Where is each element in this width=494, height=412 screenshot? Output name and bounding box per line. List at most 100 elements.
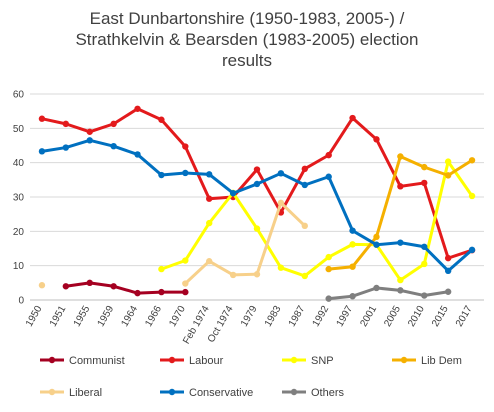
legend-label-liberal: Liberal bbox=[69, 387, 102, 399]
y-tick-label: 10 bbox=[13, 261, 25, 272]
data-point-communist bbox=[86, 279, 93, 287]
data-point-liberal bbox=[253, 271, 261, 278]
data-point-snp bbox=[325, 253, 332, 261]
legend-label-lib-dem: Lib Dem bbox=[421, 355, 462, 367]
legend-marker-snp bbox=[290, 356, 298, 364]
data-point-lib-dem bbox=[397, 153, 404, 160]
data-point-conservative bbox=[373, 241, 380, 248]
data-point-others bbox=[444, 288, 452, 295]
data-point-conservative bbox=[86, 137, 93, 144]
y-tick-label: 30 bbox=[13, 193, 25, 204]
data-point-others bbox=[397, 287, 404, 294]
data-point-labour bbox=[421, 179, 428, 187]
data-point-conservative bbox=[277, 170, 285, 177]
data-point-labour bbox=[134, 105, 141, 112]
data-point-conservative bbox=[349, 227, 356, 234]
x-tick-label: 1987 bbox=[287, 304, 308, 329]
data-point-liberal bbox=[229, 271, 237, 279]
x-tick-label: 1997 bbox=[335, 304, 356, 329]
data-point-others bbox=[325, 295, 332, 302]
data-point-liberal bbox=[206, 258, 213, 265]
x-tick-label: 1955 bbox=[72, 304, 93, 329]
data-point-communist bbox=[110, 283, 117, 290]
chart-title-line-2: Strathkelvin & Bearsden (1983-2005) elec… bbox=[75, 30, 419, 49]
data-point-liberal bbox=[301, 222, 308, 230]
legend-marker-liberal bbox=[48, 388, 56, 396]
data-point-labour bbox=[253, 166, 261, 173]
y-tick-label: 60 bbox=[13, 90, 25, 101]
data-point-snp bbox=[158, 265, 165, 273]
chart-title-line-1: East Dunbartonshire (1950-1983, 2005-) / bbox=[89, 9, 405, 28]
data-point-labour bbox=[444, 254, 452, 262]
data-point-lib-dem bbox=[468, 157, 476, 164]
data-point-snp bbox=[468, 192, 476, 200]
data-point-communist bbox=[182, 288, 189, 296]
legend-marker-communist bbox=[48, 356, 56, 364]
data-point-labour bbox=[182, 143, 189, 150]
y-tick-label: 20 bbox=[13, 227, 25, 238]
x-tick-label: 2017 bbox=[454, 304, 475, 329]
data-point-liberal bbox=[182, 280, 189, 287]
x-tick-label: 2015 bbox=[430, 304, 451, 329]
legend-marker-conservative bbox=[168, 388, 176, 396]
data-point-conservative bbox=[468, 246, 476, 254]
data-point-conservative bbox=[38, 148, 46, 155]
data-point-conservative bbox=[421, 243, 428, 250]
data-point-communist bbox=[62, 283, 70, 290]
data-point-liberal bbox=[38, 282, 46, 289]
legend-label-others: Others bbox=[311, 387, 345, 399]
chart-title: East Dunbartonshire (1950-1983, 2005-) /… bbox=[0, 8, 494, 71]
x-tick-label: 1959 bbox=[96, 304, 117, 329]
data-point-conservative bbox=[134, 151, 141, 158]
x-tick-label: 2005 bbox=[382, 304, 403, 329]
series-line-snp bbox=[160, 160, 474, 282]
data-point-conservative bbox=[229, 190, 237, 197]
data-point-lib-dem bbox=[421, 163, 428, 171]
series-line-others bbox=[328, 286, 449, 301]
data-point-others bbox=[421, 292, 428, 299]
data-point-conservative bbox=[62, 144, 70, 151]
data-point-conservative bbox=[325, 173, 332, 180]
data-point-labour bbox=[38, 115, 46, 122]
x-tick-label: 1970 bbox=[167, 304, 188, 329]
data-point-conservative bbox=[182, 169, 189, 177]
data-point-others bbox=[349, 293, 356, 300]
legend-marker-lib-dem bbox=[400, 356, 408, 364]
data-point-snp bbox=[301, 272, 308, 280]
legend-marker-others bbox=[290, 388, 298, 396]
data-point-conservative bbox=[158, 171, 165, 179]
data-point-lib-dem bbox=[325, 265, 332, 273]
legend-label-labour: Labour bbox=[189, 355, 224, 367]
x-tick-label: 1992 bbox=[311, 304, 332, 329]
data-point-labour bbox=[206, 195, 213, 202]
legend-label-conservative: Conservative bbox=[189, 387, 253, 399]
data-point-snp bbox=[397, 276, 404, 284]
x-tick-label: 1966 bbox=[143, 304, 164, 329]
data-point-communist bbox=[134, 289, 141, 297]
data-point-conservative bbox=[301, 181, 308, 189]
x-tick-label: 1979 bbox=[239, 304, 260, 329]
x-tick-label: 1964 bbox=[119, 304, 140, 329]
x-tick-label: 2001 bbox=[358, 304, 379, 329]
y-tick-label: 50 bbox=[13, 124, 25, 135]
data-point-labour bbox=[301, 165, 308, 173]
data-point-snp bbox=[349, 241, 356, 248]
series-line-liberal bbox=[184, 201, 306, 285]
data-point-labour bbox=[397, 183, 404, 190]
data-point-liberal bbox=[277, 199, 285, 207]
y-tick-label: 40 bbox=[13, 158, 25, 169]
data-point-labour bbox=[86, 128, 93, 135]
data-point-communist bbox=[158, 288, 165, 296]
x-tick-label: 1950 bbox=[24, 304, 45, 329]
data-point-snp bbox=[206, 219, 213, 227]
data-point-labour bbox=[110, 120, 117, 128]
data-point-labour bbox=[373, 136, 380, 143]
y-tick-label: 0 bbox=[18, 296, 24, 307]
data-point-conservative bbox=[206, 171, 213, 178]
data-point-labour bbox=[349, 114, 356, 122]
data-point-snp bbox=[253, 225, 261, 232]
x-tick-label: 1983 bbox=[263, 304, 284, 329]
data-point-labour bbox=[158, 116, 165, 123]
